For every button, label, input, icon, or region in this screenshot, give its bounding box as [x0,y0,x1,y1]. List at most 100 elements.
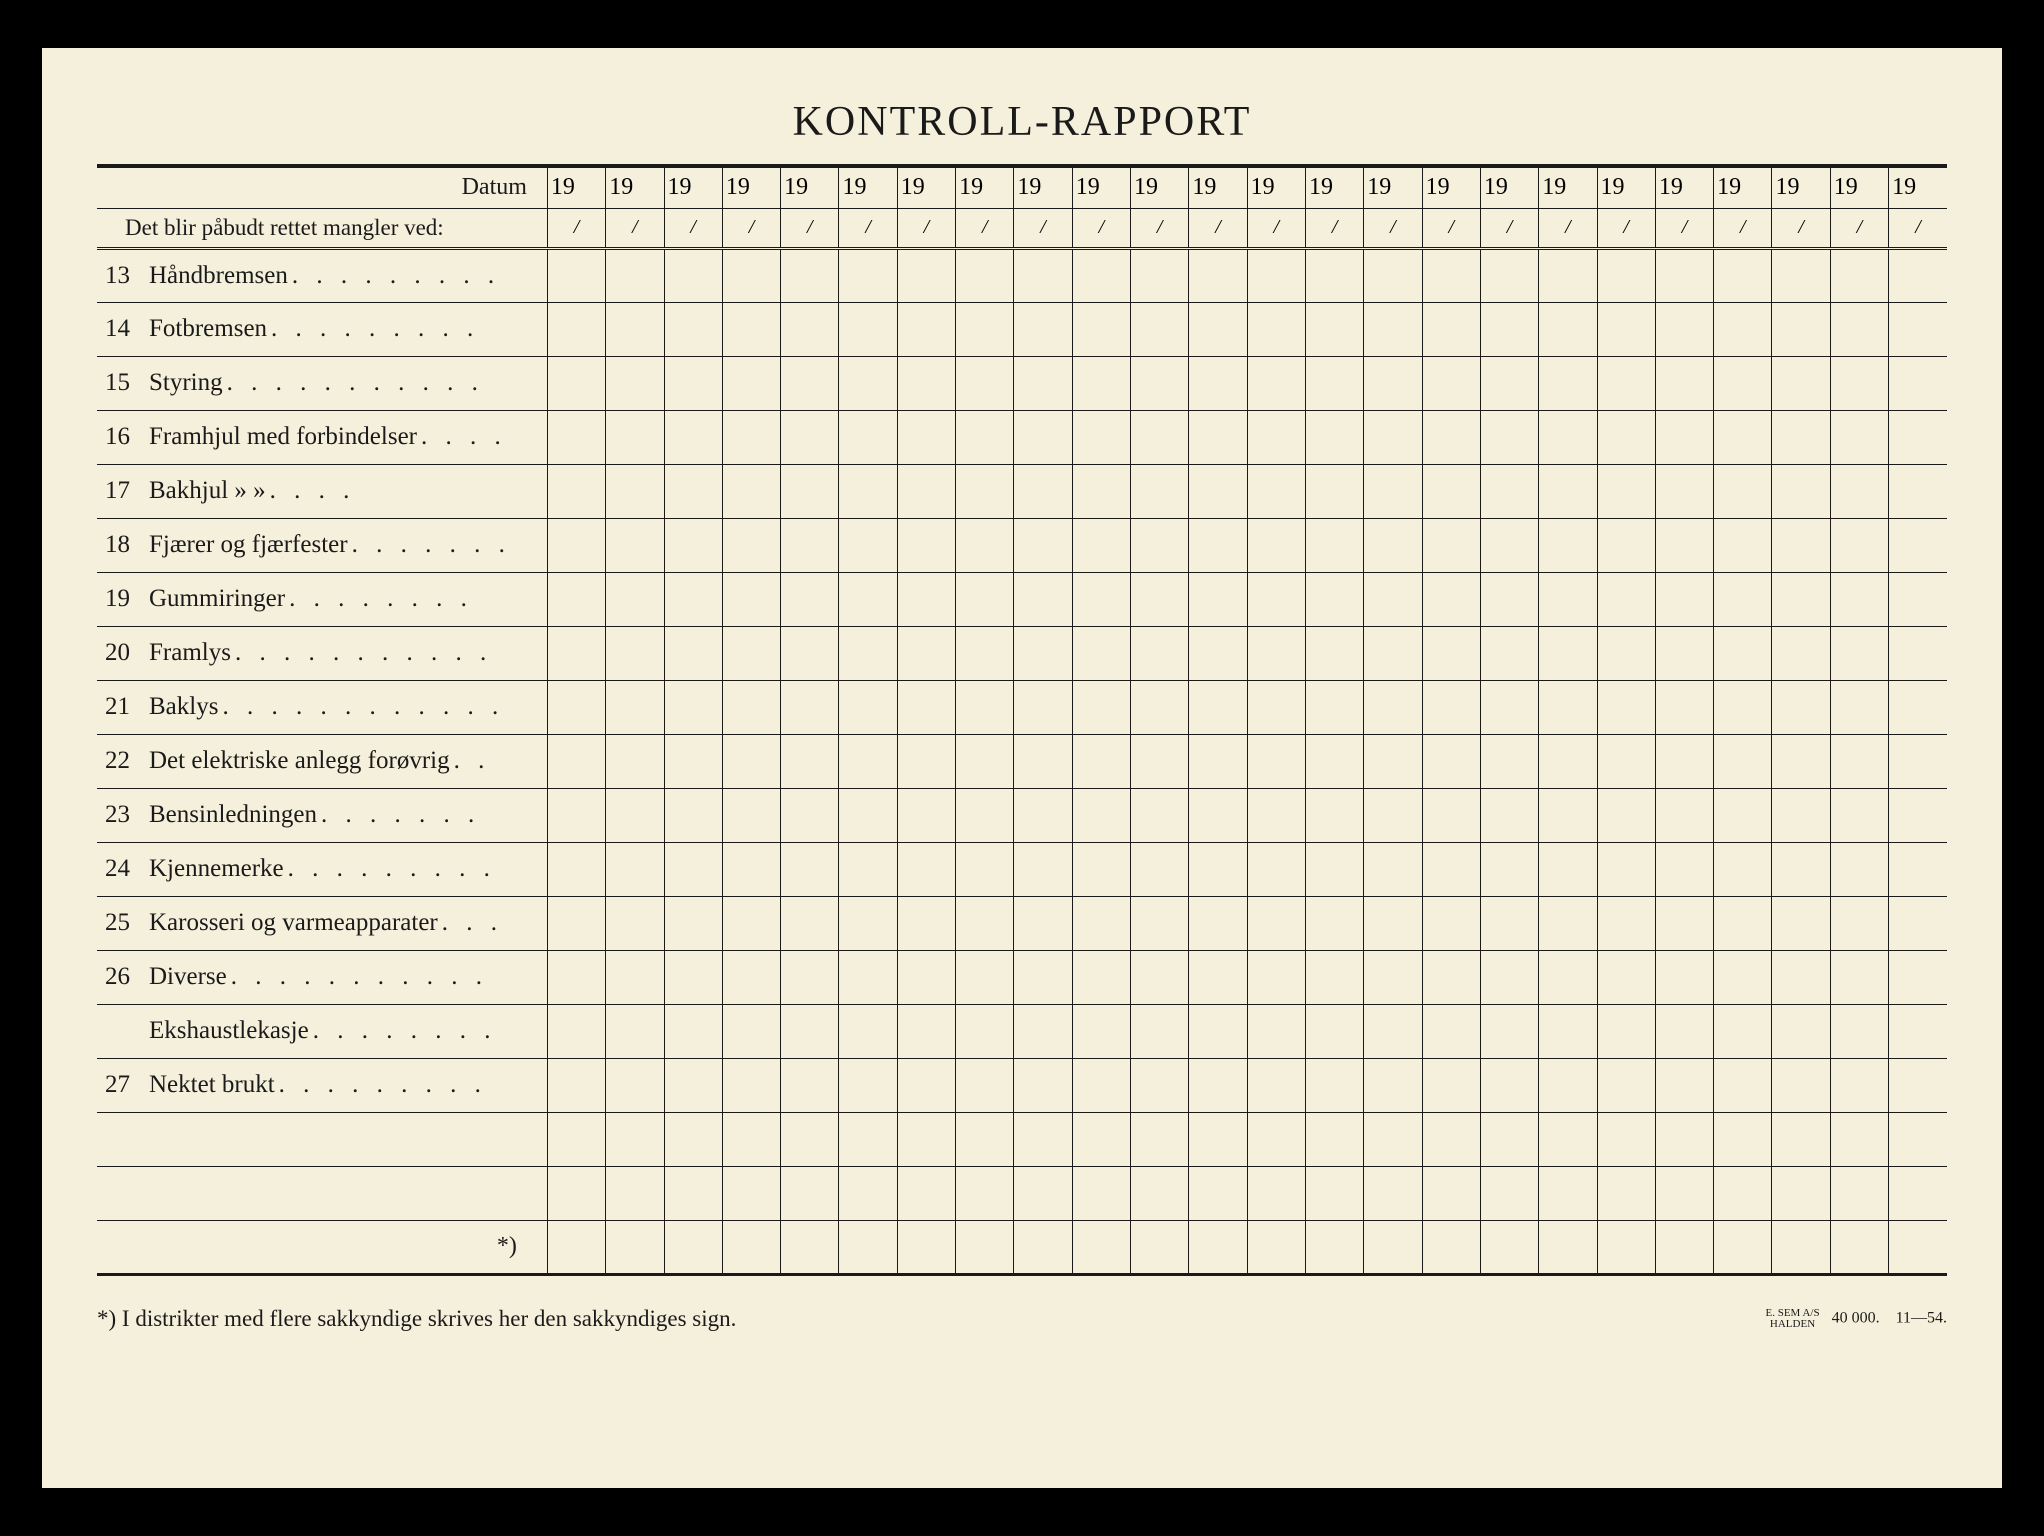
grid-cell [1830,896,1888,950]
grid-cell [897,626,955,680]
row-dots: . . . . . . . . . [271,315,479,343]
grid-cell [1830,842,1888,896]
grid-cell [1655,1004,1713,1058]
grid-cell [664,1220,722,1274]
row-text: Det elektriske anlegg forøvrig [149,747,450,775]
grid-cell [1247,950,1305,1004]
slash-header-cell: / [1655,208,1713,248]
grid-cell [1772,464,1830,518]
grid-cell [1772,410,1830,464]
grid-cell [664,680,722,734]
row-number: 23 [105,801,149,829]
grid-cell [1131,1220,1189,1274]
grid-cell [1131,842,1189,896]
grid-cell [1655,680,1713,734]
grid-cell [1072,1220,1130,1274]
grid-cell [1655,788,1713,842]
grid-cell [839,1112,897,1166]
grid-cell [1364,734,1422,788]
grid-cell [1480,950,1538,1004]
grid-cell [606,680,664,734]
grid-cell [1772,356,1830,410]
year-header-cell: 19 [1714,168,1772,208]
slash-header-cell: / [781,208,839,248]
grid-cell [547,1004,605,1058]
grid-cell [606,1058,664,1112]
grid-cell [1189,410,1247,464]
slash-header-cell: / [1539,208,1597,248]
grid-cell [956,248,1014,302]
grid-cell [1539,896,1597,950]
row-dots: . . . . . . . . [289,585,473,613]
grid-cell [1072,248,1130,302]
table-row: 24Kjennemerke. . . . . . . . . [97,842,1947,896]
grid-cell [897,356,955,410]
grid-cell [781,1004,839,1058]
grid-cell [956,302,1014,356]
year-header-cell: 19 [1072,168,1130,208]
slash-header-cell: / [664,208,722,248]
grid-cell [956,518,1014,572]
grid-cell [781,680,839,734]
grid-cell [722,410,780,464]
year-header-cell: 19 [1189,168,1247,208]
table-row: 16Framhjul med forbindelser. . . . [97,410,1947,464]
grid-cell [1422,842,1480,896]
grid-cell [1189,302,1247,356]
grid-cell [781,1112,839,1166]
grid-cell [1364,1220,1422,1274]
grid-cell [839,356,897,410]
grid-cell [897,248,955,302]
grid-cell [1714,1112,1772,1166]
grid-cell [1014,950,1072,1004]
grid-cell [664,1112,722,1166]
slash-header-cell: / [1889,208,1947,248]
grid-cell [1714,1220,1772,1274]
table-row: 19Gummiringer . . . . . . . . [97,572,1947,626]
grid-cell [1539,302,1597,356]
grid-cell [1655,248,1713,302]
grid-cell [781,464,839,518]
row-text: Styring [149,369,223,397]
grid-cell [1539,680,1597,734]
grid-cell [722,1004,780,1058]
row-number: 14 [105,315,149,343]
grid-cell [1131,626,1189,680]
grid-cell [1014,1004,1072,1058]
grid-cell [781,734,839,788]
grid-cell [1539,464,1597,518]
grid-cell [956,410,1014,464]
document-title: KONTROLL-RAPPORT [97,98,1947,146]
slash-header-cell: / [547,208,605,248]
grid-cell [839,572,897,626]
slash-header-cell: / [1189,208,1247,248]
grid-cell [897,1166,955,1220]
row-text: Framhjul med forbindelser [149,423,417,451]
year-header-cell: 19 [1014,168,1072,208]
grid-cell [722,518,780,572]
grid-cell [1305,842,1363,896]
grid-cell [1714,1058,1772,1112]
row-label-cell [97,1166,547,1220]
grid-cell [1772,1166,1830,1220]
grid-cell [722,572,780,626]
grid-cell [1189,1004,1247,1058]
grid-cell [1247,1112,1305,1166]
grid-cell [1364,410,1422,464]
grid-cell [1364,842,1422,896]
table-row: 21Baklys. . . . . . . . . . . . [97,680,1947,734]
grid-cell [1480,626,1538,680]
grid-cell [547,464,605,518]
grid-cell [1422,788,1480,842]
grid-cell [1014,464,1072,518]
year-header-cell: 19 [839,168,897,208]
grid-cell [956,464,1014,518]
grid-cell [1247,680,1305,734]
row-text: Framlys [149,639,231,667]
header-row-datum: Datum 1919191919191919191919191919191919… [97,168,1947,208]
slash-header-cell: / [606,208,664,248]
grid-cell [1539,1166,1597,1220]
grid-cell [1364,464,1422,518]
grid-cell [1714,356,1772,410]
grid-cell [1305,356,1363,410]
